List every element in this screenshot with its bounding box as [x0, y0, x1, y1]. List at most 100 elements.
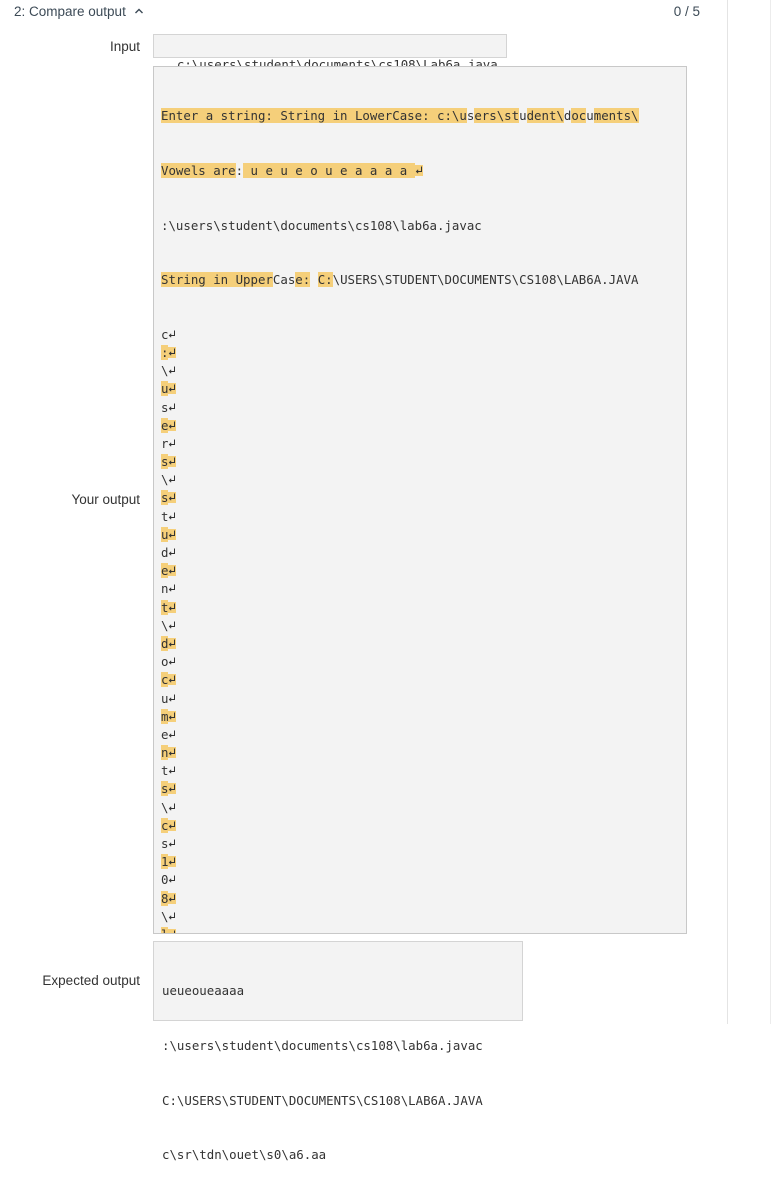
output-line-4: String in UpperCase: C:\USERS\STUDENT\DO…	[161, 271, 686, 289]
input-label: Input	[109, 39, 140, 54]
output-char-line: s	[161, 489, 686, 507]
output-char: s	[161, 836, 169, 852]
output-char-line: e	[161, 726, 686, 744]
output-char: r	[161, 435, 169, 451]
newline-return-icon	[169, 803, 176, 811]
output-line-3-text: :\users\student\documents\cs108\lab6a.ja…	[161, 217, 482, 233]
output-char: d	[161, 545, 169, 561]
output-char: d	[161, 635, 169, 651]
output-char-line: c	[161, 817, 686, 835]
your-output-label: Your output	[71, 492, 140, 507]
newline-return-icon	[169, 366, 176, 374]
output-segment	[310, 272, 317, 287]
newline-return-icon	[168, 565, 177, 577]
output-char-line: n	[161, 580, 686, 598]
output-char-line: \	[161, 617, 686, 635]
output-char-line: \	[161, 908, 686, 926]
output-segment: Vowels are	[161, 163, 236, 178]
output-char-line: s	[161, 780, 686, 798]
output-char-lines: c:\users\student\documents\cs108\lab6a.j…	[161, 326, 686, 933]
output-segment: u	[586, 108, 594, 124]
newline-return-icon	[168, 528, 177, 540]
output-segment: Cas	[272, 272, 296, 288]
output-char-line: 8	[161, 890, 686, 908]
newline-return-icon	[168, 783, 177, 795]
output-char-line: s	[161, 399, 686, 417]
panel-divider	[727, 0, 728, 1024]
expected-line: :\users\student\documents\cs108\lab6a.ja…	[162, 1038, 483, 1053]
output-char: e	[161, 417, 169, 433]
input-value-box: c:\users\student\documents\cs108\Lab6a.j…	[153, 34, 507, 72]
output-char-line: c	[161, 671, 686, 689]
newline-return-icon	[169, 330, 176, 338]
output-char: c	[161, 672, 169, 688]
output-char-line: \	[161, 471, 686, 489]
newline-return-icon	[168, 637, 177, 649]
output-segment: String in Upper	[161, 272, 273, 288]
output-char: 1	[161, 854, 169, 870]
output-segment: Enter a string: String in LowerCase: c:\…	[161, 108, 467, 124]
output-char: :	[161, 344, 169, 360]
output-char: l	[161, 926, 169, 933]
newline-return-icon	[169, 912, 176, 920]
output-char-line: c	[161, 326, 686, 344]
output-segment: s	[466, 108, 475, 124]
output-char: u	[161, 526, 169, 542]
output-char-line: 0	[161, 871, 686, 889]
output-segment: d	[563, 108, 572, 124]
output-char: c	[161, 817, 169, 833]
output-char: t	[161, 763, 169, 779]
output-char-line: t	[161, 762, 686, 780]
newline-return-icon	[169, 730, 176, 738]
newline-return-icon	[168, 856, 177, 868]
output-char: s	[161, 781, 169, 797]
score-badge: 0 / 5	[673, 4, 700, 19]
output-char-line: u	[161, 526, 686, 544]
expected-output-label: Expected output	[42, 973, 140, 988]
output-char: t	[161, 599, 169, 615]
output-segment: e:	[295, 272, 311, 288]
output-char: o	[161, 654, 169, 670]
output-segment: dent\	[526, 108, 564, 124]
expected-output-box: ueueoueaaaa :\users\student\documents\cs…	[153, 941, 523, 1162]
your-output-box: Enter a string: String in LowerCase: c:\…	[153, 66, 687, 934]
output-segment: ers\st	[474, 108, 520, 124]
output-char-line: n	[161, 744, 686, 762]
newline-return-icon	[169, 512, 176, 520]
output-char: \	[161, 617, 169, 633]
output-char-line: s	[161, 835, 686, 853]
output-char: 8	[161, 890, 169, 906]
output-line-3: :\users\student\documents\cs108\lab6a.ja…	[161, 217, 686, 235]
output-char: s	[161, 490, 169, 506]
output-segment: C:	[317, 272, 333, 288]
newline-return-icon	[169, 657, 176, 665]
output-char-line: l	[161, 926, 686, 933]
output-char-line: t	[161, 508, 686, 526]
output-char: s	[161, 399, 169, 415]
output-char: \	[161, 363, 169, 379]
chevron-up-icon	[134, 8, 143, 14]
expected-line: C:\USERS\STUDENT\DOCUMENTS\CS108\LAB6A.J…	[162, 1092, 483, 1108]
output-segment: oc	[571, 108, 587, 124]
output-segment: ments\	[593, 108, 639, 124]
output-char: u	[161, 690, 169, 706]
output-line-2: Vowels are: u e u e o u e a a a a	[161, 162, 686, 180]
output-char-line: 1	[161, 853, 686, 871]
output-char: 0	[161, 872, 169, 888]
newline-return-icon	[168, 383, 177, 395]
output-char-line: d	[161, 544, 686, 562]
expected-line: ueueoueaaaa	[162, 983, 245, 999]
output-char-line: :	[161, 344, 686, 362]
newline-return-icon	[169, 766, 176, 774]
expected-line: c\sr\tdn\ouet\s0\a6.aa	[162, 1147, 327, 1163]
newline-return-icon	[168, 601, 177, 613]
compare-output-header: 2: Compare output 0 / 5	[14, 4, 700, 22]
output-line-1: Enter a string: String in LowerCase: c:\…	[161, 107, 686, 125]
newline-return-icon	[169, 439, 176, 447]
output-char-line: t	[161, 599, 686, 617]
output-char-line: e	[161, 562, 686, 580]
newline-return-icon	[168, 419, 177, 431]
output-char-line: e	[161, 417, 686, 435]
output-char: n	[161, 581, 169, 597]
compare-output-toggle[interactable]: 2: Compare output	[14, 4, 144, 19]
